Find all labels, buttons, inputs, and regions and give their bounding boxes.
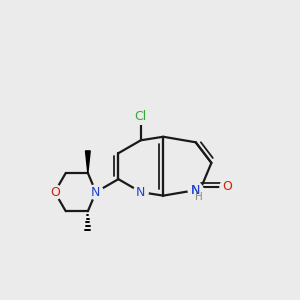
- Circle shape: [88, 185, 103, 200]
- Circle shape: [220, 179, 235, 194]
- Text: N: N: [191, 184, 200, 196]
- Circle shape: [134, 185, 148, 200]
- Text: N: N: [191, 184, 200, 196]
- Text: N: N: [136, 186, 146, 199]
- Circle shape: [188, 183, 203, 197]
- Text: O: O: [50, 186, 60, 199]
- Text: Cl: Cl: [135, 110, 147, 124]
- Text: N: N: [91, 186, 101, 199]
- Text: O: O: [222, 180, 232, 193]
- Text: H: H: [195, 193, 203, 202]
- Circle shape: [188, 183, 203, 197]
- Polygon shape: [85, 151, 90, 173]
- Circle shape: [134, 110, 148, 124]
- Circle shape: [47, 185, 62, 200]
